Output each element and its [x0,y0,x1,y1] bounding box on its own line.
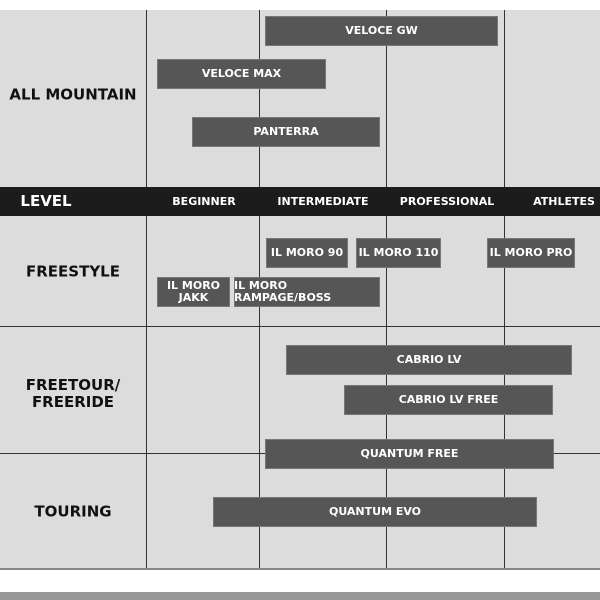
bottom-line [0,568,600,570]
section-label: FREETOUR/FREERIDE [0,377,146,411]
section-label: ALL MOUNTAIN [0,85,146,104]
line: IL MORO PRO [489,246,573,259]
product-bar: IL MORO PRO [487,238,575,268]
level: BEGINNER [172,195,236,208]
column-line [386,10,387,568]
product-bar: QUANTUM FREE [265,439,554,469]
line: JAKK [178,291,209,304]
line: FREERIDE [31,393,115,411]
product-bar: VELOCE GW [265,16,498,46]
line: PANTERRA [253,125,319,138]
line: IL MORO 110 [358,246,439,259]
bottom-bar [0,592,600,600]
line: CABRIO LV [396,353,462,366]
column-line [146,10,147,568]
line: ALL MOUNTAIN [9,85,137,104]
level: ATHLETES [533,195,595,208]
product-bar: QUANTUM EVO [213,497,537,527]
level: PROFESSIONAL [399,195,495,208]
line: QUANTUM FREE [360,447,459,460]
column-line [504,10,505,568]
line: VELOCE GW [345,24,418,37]
section-label: TOURING [0,502,146,521]
product-bar: IL MORO 110 [356,238,441,268]
level-label: LEVEL [20,192,72,210]
section-label: FREESTYLE [0,262,146,281]
line: VELOCE MAX [201,67,282,80]
product-bar: VELOCE MAX [157,59,326,89]
line: QUANTUM EVO [328,505,422,518]
line: IL MORO RAMPAGE/BOSS [234,279,332,304]
product-bar: IL MORO RAMPAGE/BOSS [234,277,380,307]
product-bar: IL MORO JAKK [157,277,230,307]
product-bar: CABRIO LV FREE [344,385,553,415]
line: IL MORO [166,279,221,292]
row-line [0,326,600,327]
line: IL MORO 90 [270,246,344,259]
line: FREESTYLE [26,262,120,281]
product-bar: CABRIO LV [286,345,572,375]
level-row: LEVEL BEGINNER INTERMEDIATE PROFESSIONAL… [0,187,600,216]
line: FREETOUR/ [25,376,121,394]
line: CABRIO LV FREE [398,393,499,406]
level: INTERMEDIATE [277,195,369,208]
product-bar: IL MORO 90 [266,238,348,268]
line: TOURING [34,502,112,521]
product-bar: PANTERRA [192,117,380,147]
